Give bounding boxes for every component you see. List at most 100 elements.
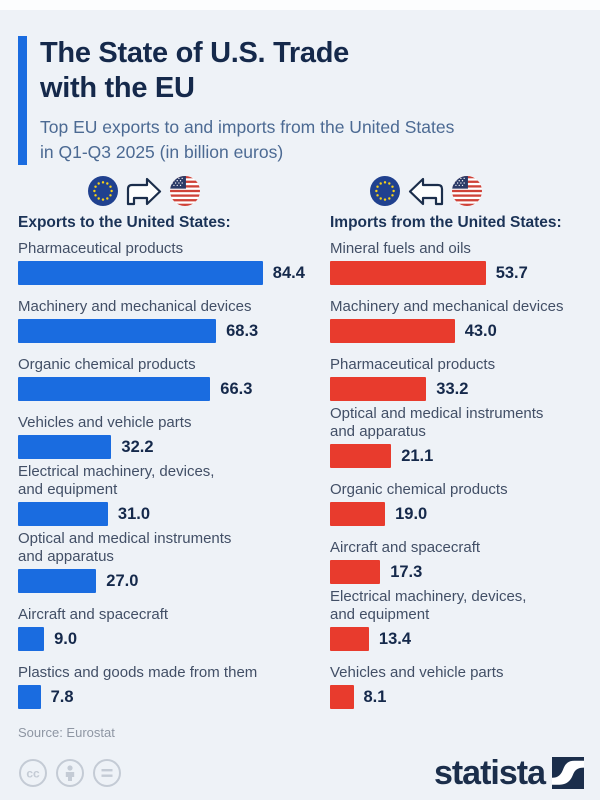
bar-row: 32.2 xyxy=(18,435,330,459)
bar-value: 21.1 xyxy=(401,446,434,465)
bar-value: 53.7 xyxy=(495,263,528,282)
exports-heading: Exports to the United States: xyxy=(18,214,231,231)
bar-item: Organic chemical products 19.0 xyxy=(330,481,582,526)
bar xyxy=(18,685,41,709)
bar xyxy=(330,502,386,526)
bar-row: 53.7 xyxy=(330,261,582,285)
bar xyxy=(18,569,97,593)
statista-logo[interactable]: statista xyxy=(434,756,584,790)
bar-value: 33.2 xyxy=(436,379,469,398)
bar-item: Optical and medical instruments and appa… xyxy=(18,530,330,593)
bar-item: Electrical machinery, devices, and equip… xyxy=(330,588,582,651)
bar-row: 21.1 xyxy=(330,444,582,468)
top-strip xyxy=(0,0,600,10)
statista-wordmark: statista xyxy=(433,754,546,792)
bar-label: Plastics and goods made from them xyxy=(18,664,258,681)
bar-value: 43.0 xyxy=(464,321,497,340)
bar-value: 19.0 xyxy=(395,504,428,523)
cc-glyph: cc xyxy=(26,767,40,781)
exports-column: Exports to the United States: Pharmaceut… xyxy=(18,175,330,709)
imports-flags-row xyxy=(330,175,522,207)
bar xyxy=(18,377,211,401)
bar-row: 31.0 xyxy=(18,502,330,526)
bar-label: Organic chemical products xyxy=(18,356,196,373)
bar-label: Electrical machinery, devices, and equip… xyxy=(18,463,215,498)
bar xyxy=(330,377,427,401)
bar-item: Electrical machinery, devices, and equip… xyxy=(18,463,330,526)
arrow-right-icon xyxy=(126,177,162,206)
bar-row: 33.2 xyxy=(330,377,582,401)
bar-row: 7.8 xyxy=(18,685,330,709)
bar-row: 68.3 xyxy=(18,319,330,343)
bar-item: Machinery and mechanical devices 43.0 xyxy=(330,298,582,343)
bar xyxy=(330,319,455,343)
bar-value: 13.4 xyxy=(378,629,412,648)
us-flag-icon xyxy=(170,176,200,206)
bar-label: Mineral fuels and oils xyxy=(330,240,471,257)
bar-label: Aircraft and spacecraft xyxy=(330,539,481,556)
bar-item: Pharmaceutical products 84.4 xyxy=(18,240,330,285)
bar-item: Mineral fuels and oils 53.7 xyxy=(330,240,582,285)
bar-item: Pharmaceutical products 33.2 xyxy=(330,356,582,401)
bar-value: 17.3 xyxy=(390,562,423,581)
bar-row: 13.4 xyxy=(330,627,582,651)
bar xyxy=(18,319,217,343)
bar-row: 17.3 xyxy=(330,560,582,584)
exports-bar-list: Pharmaceutical products 84.4 Machinery a… xyxy=(18,240,330,709)
bar-row: 84.4 xyxy=(18,261,330,285)
bar-item: Organic chemical products 66.3 xyxy=(18,356,330,401)
bar-label: Optical and medical instruments and appa… xyxy=(330,405,544,440)
bar-row: 43.0 xyxy=(330,319,582,343)
cc-icon[interactable]: cc xyxy=(18,758,48,788)
attribution-icon[interactable] xyxy=(55,758,85,788)
bar-label: Vehicles and vehicle parts xyxy=(330,664,504,681)
bar xyxy=(18,502,108,526)
bar xyxy=(330,261,486,285)
chart-columns: Exports to the United States: Pharmaceut… xyxy=(0,175,600,709)
header-text: The State of U.S. Trade with the EU Top … xyxy=(40,36,454,165)
us-flag-icon xyxy=(452,176,482,206)
bar-row: 27.0 xyxy=(18,569,330,593)
arrow-left-icon xyxy=(408,177,444,206)
license-icons: cc xyxy=(18,758,122,788)
bar-label: Machinery and mechanical devices xyxy=(18,298,252,315)
imports-heading: Imports from the United States: xyxy=(330,214,562,231)
bar-item: Vehicles and vehicle parts 32.2 xyxy=(18,414,330,459)
eu-flag-icon xyxy=(88,176,118,206)
bar-value: 8.1 xyxy=(363,687,387,706)
bar-value: 27.0 xyxy=(106,571,139,590)
bar xyxy=(18,261,263,285)
bar-value: 32.2 xyxy=(121,437,154,456)
bar-value: 84.4 xyxy=(272,263,305,282)
eu-flag-icon xyxy=(370,176,400,206)
bar-value: 7.8 xyxy=(50,687,74,706)
bar-item: Aircraft and spacecraft 9.0 xyxy=(18,606,330,651)
bar xyxy=(330,627,369,651)
bar-label: Machinery and mechanical devices xyxy=(330,298,564,315)
statista-logo-icon xyxy=(552,757,584,789)
bar-label: Organic chemical products xyxy=(330,481,508,498)
exports-flags-row xyxy=(18,175,270,207)
bar xyxy=(330,560,381,584)
bar xyxy=(18,627,45,651)
imports-column: Imports from the United States: Mineral … xyxy=(330,175,582,709)
bar-row: 9.0 xyxy=(18,627,330,651)
bar-item: Aircraft and spacecraft 17.3 xyxy=(330,539,582,584)
equals-icon[interactable] xyxy=(92,758,122,788)
bar-value: 31.0 xyxy=(117,504,151,523)
bar-value: 9.0 xyxy=(54,629,78,648)
page-subtitle: Top EU exports to and imports from the U… xyxy=(40,117,455,162)
bar-row: 66.3 xyxy=(18,377,330,401)
bar-row: 8.1 xyxy=(330,685,582,709)
bar-item: Plastics and goods made from them 7.8 xyxy=(18,664,330,709)
bar-item: Machinery and mechanical devices 68.3 xyxy=(18,298,330,343)
bar-item: Optical and medical instruments and appa… xyxy=(330,405,582,468)
bar xyxy=(330,685,354,709)
header: The State of U.S. Trade with the EU Top … xyxy=(0,10,600,165)
bar-label: Aircraft and spacecraft xyxy=(18,606,169,623)
bar-value: 68.3 xyxy=(226,321,259,340)
bar-value: 66.3 xyxy=(220,379,253,398)
bar-label: Vehicles and vehicle parts xyxy=(18,414,192,431)
bar-item: Vehicles and vehicle parts 8.1 xyxy=(330,664,582,709)
